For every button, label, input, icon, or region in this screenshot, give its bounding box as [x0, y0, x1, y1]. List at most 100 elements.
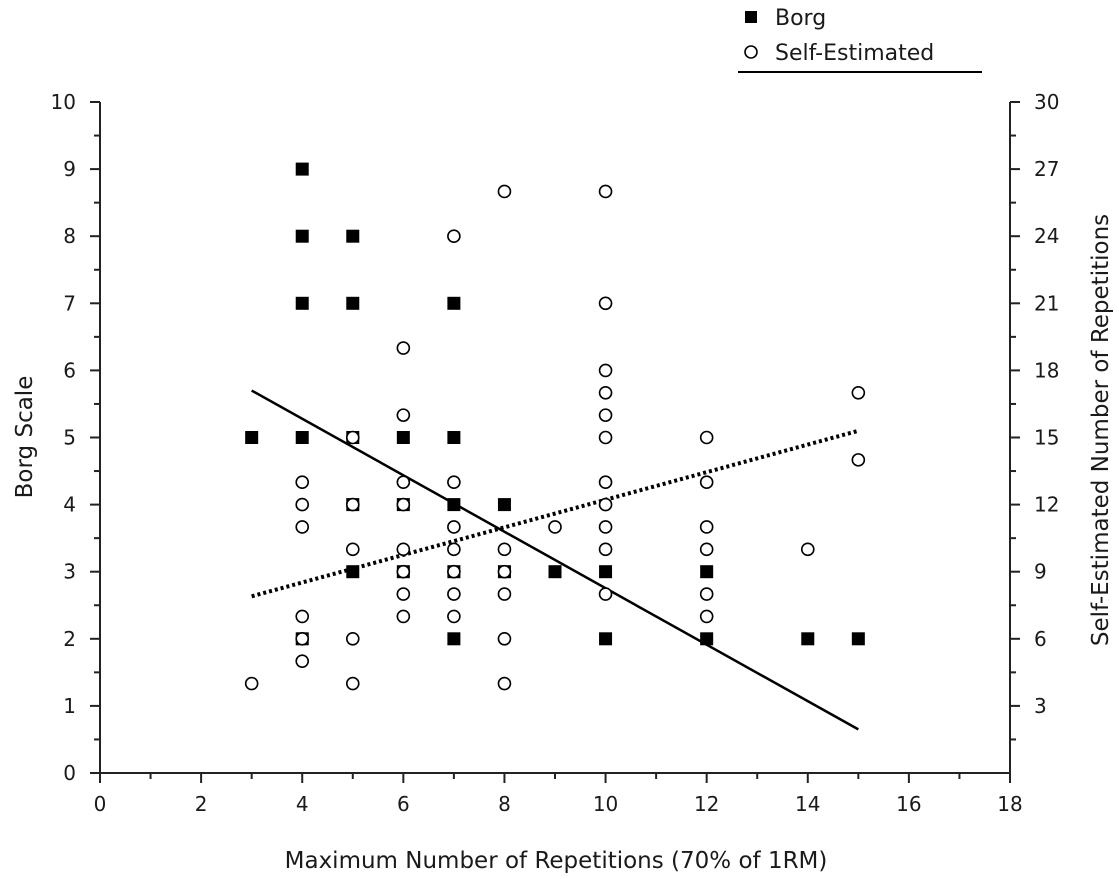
- self-estimated-point: [295, 654, 310, 668]
- y2-tick-label: 9: [1034, 560, 1047, 584]
- self-estimated-point: [598, 587, 613, 601]
- borg-point: [346, 296, 360, 310]
- legend-borg-marker: [745, 11, 757, 23]
- borg-fit-line: [251, 389, 859, 731]
- x-tick-label: 6: [397, 792, 410, 816]
- legend-borg-label: Borg: [775, 6, 826, 31]
- self-estimated-point: [699, 475, 714, 490]
- x-tick-label: 2: [195, 792, 208, 816]
- self-estimated-point: [851, 385, 866, 400]
- borg-point: [295, 296, 309, 310]
- self-estimated-point: [295, 475, 310, 490]
- self-estimated-point: [598, 184, 613, 199]
- self-estimated-point: [244, 676, 259, 691]
- self-estimated-point: [396, 564, 411, 579]
- legend: Borg Self-Estimated: [738, 6, 982, 73]
- self-estimated-point: [345, 430, 360, 445]
- self-estimated-point: [295, 631, 310, 646]
- fit-lines: [251, 389, 859, 731]
- self-estimated-point: [396, 587, 411, 601]
- x-tick-label: 0: [94, 792, 107, 816]
- self-estimated-point: [598, 475, 613, 490]
- self-estimated-point: [598, 363, 613, 378]
- y2-tick-label: 15: [1034, 426, 1059, 450]
- self-estimated-point: [598, 430, 613, 445]
- borg-point: [295, 162, 309, 176]
- y-axis-left: 0 1 2 3 4 5 6 7 8 9 10: [51, 90, 100, 785]
- borg-point: [700, 632, 714, 646]
- borg-point: [447, 431, 461, 444]
- self-estimated-point: [295, 497, 310, 512]
- self-estimated-point: [699, 587, 714, 601]
- borg-point: [599, 632, 613, 646]
- self-estimated-point: [295, 609, 310, 624]
- x-tick-label: 16: [896, 792, 921, 816]
- self-estimated-point: [447, 609, 461, 624]
- self-estimated-point: [345, 676, 360, 691]
- y-tick-label: 2: [63, 627, 76, 651]
- borg-point: [447, 632, 461, 646]
- self-estimated-point: [497, 564, 512, 579]
- borg-point: [700, 565, 714, 579]
- borg-point: [497, 498, 511, 512]
- self-estimated-point: [396, 475, 411, 490]
- self-estimated-point: [497, 631, 512, 646]
- y2-tick-label: 21: [1034, 291, 1059, 315]
- self-estimated-point: [548, 520, 562, 534]
- y-tick-label: 1: [63, 694, 76, 718]
- borg-point: [396, 431, 410, 444]
- borg-point: [245, 431, 259, 444]
- borg-point: [346, 565, 360, 579]
- self-estimated-point: [497, 587, 512, 601]
- borg-point: [447, 296, 461, 310]
- y2-tick-label: 12: [1034, 493, 1059, 517]
- self-estimated-point: [447, 520, 461, 534]
- borg-point: [801, 632, 815, 646]
- borg-point: [851, 632, 865, 646]
- self-estimated-point: [497, 542, 512, 557]
- self-estimated-point: [396, 609, 411, 624]
- y-axis-left-title: Borg Scale: [12, 376, 38, 499]
- y-tick-label: 10: [51, 90, 76, 114]
- y2-tick-label: 24: [1034, 224, 1059, 248]
- self-estimated-point: [447, 587, 461, 601]
- self-estimated-point: [345, 631, 360, 646]
- self-estimated-point: [598, 385, 613, 400]
- x-tick-label: 10: [593, 792, 618, 816]
- self-estimated-point: [447, 542, 461, 557]
- self-estimated-point: [800, 542, 815, 557]
- y2-tick-label: 27: [1034, 157, 1059, 181]
- data-marks: [244, 162, 866, 691]
- y-tick-label: 4: [63, 493, 76, 517]
- y-tick-label: 8: [63, 224, 76, 248]
- self-estimated-point: [851, 453, 866, 467]
- self-estimated-point: [598, 520, 613, 534]
- y2-tick-label: 30: [1034, 90, 1059, 114]
- self-estimated-point: [396, 497, 411, 512]
- self-estimated-point: [598, 497, 613, 512]
- borg-point: [548, 565, 562, 579]
- x-tick-label: 14: [795, 792, 820, 816]
- y2-tick-label: 18: [1034, 358, 1059, 382]
- legend-self-estimated-label: Self-Estimated: [775, 41, 934, 66]
- borg-point: [295, 431, 309, 444]
- y-tick-label: 9: [63, 157, 76, 181]
- y2-tick-label: 3: [1034, 694, 1047, 718]
- x-tick-label: 18: [997, 792, 1022, 816]
- borg-point: [447, 498, 461, 512]
- y-axis-right-title: Self-Estimated Number of Repetitions: [1088, 214, 1114, 646]
- x-tick-label: 12: [694, 792, 719, 816]
- self-estimated-point: [345, 497, 360, 512]
- self-estimated-point: [699, 609, 714, 624]
- y-tick-label: 3: [63, 560, 76, 584]
- self-estimated-point: [598, 542, 613, 557]
- self-estimated-point: [497, 676, 512, 691]
- y-tick-label: 6: [63, 358, 76, 382]
- borg-point: [346, 229, 360, 243]
- self-estimated-point: [447, 229, 461, 243]
- self-estimated-point: [447, 564, 461, 579]
- borg-point: [295, 229, 309, 243]
- self-estimated-point: [295, 520, 310, 534]
- self-estimated-point: [396, 542, 411, 557]
- x-tick-label: 4: [296, 792, 309, 816]
